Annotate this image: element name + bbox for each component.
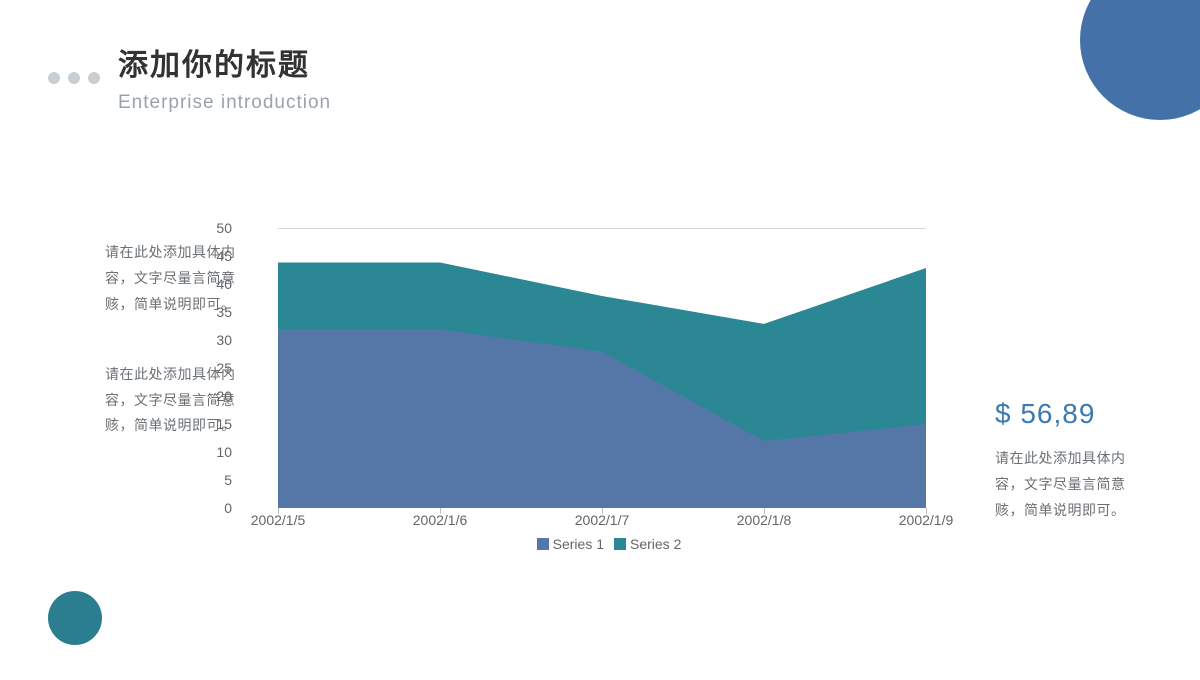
x-tick-label: 2002/1/9 [899,512,954,528]
dot-icon [88,72,100,84]
chart-svg [278,229,926,508]
kpi-text: 请在此处添加具体内容，文字尽量言简意赅，简单说明即可。 [995,446,1145,524]
y-tick-label: 15 [202,416,232,432]
y-tick-label: 35 [202,304,232,320]
y-tick-label: 40 [202,276,232,292]
x-tick-label: 2002/1/8 [737,512,792,528]
page-title: 添加你的标题 [118,40,331,84]
header-dots [48,72,100,84]
y-tick-label: 45 [202,248,232,264]
y-tick-label: 50 [202,220,232,236]
y-tick-label: 25 [202,360,232,376]
decoration-circle-bottom-left [48,591,102,645]
y-tick-label: 30 [202,332,232,348]
chart-legend: Series 1 Series 2 [244,536,964,552]
decoration-circle-top-right [1080,0,1200,120]
y-tick-label: 10 [202,444,232,460]
page-subtitle: Enterprise introduction [118,92,331,114]
chart-x-axis: 2002/1/52002/1/62002/1/72002/1/82002/1/9 [278,508,926,530]
header: 添加你的标题 Enterprise introduction [48,40,331,114]
dot-icon [48,72,60,84]
y-tick-label: 0 [202,500,232,516]
legend-label: Series 2 [630,536,681,552]
dot-icon [68,72,80,84]
kpi-value: $ 56,89 [995,398,1145,430]
x-tick-label: 2002/1/6 [413,512,468,528]
legend-swatch [537,538,549,550]
kpi-block: $ 56,89 请在此处添加具体内容，文字尽量言简意赅，简单说明即可。 [995,398,1145,524]
chart-plot [278,228,926,508]
y-tick-label: 20 [202,388,232,404]
x-tick-label: 2002/1/7 [575,512,630,528]
x-tick-label: 2002/1/5 [251,512,306,528]
y-tick-label: 5 [202,472,232,488]
area-chart: 05101520253035404550 2002/1/52002/1/6200… [244,228,964,552]
legend-label: Series 1 [553,536,604,552]
title-block: 添加你的标题 Enterprise introduction [118,40,331,114]
legend-swatch [614,538,626,550]
